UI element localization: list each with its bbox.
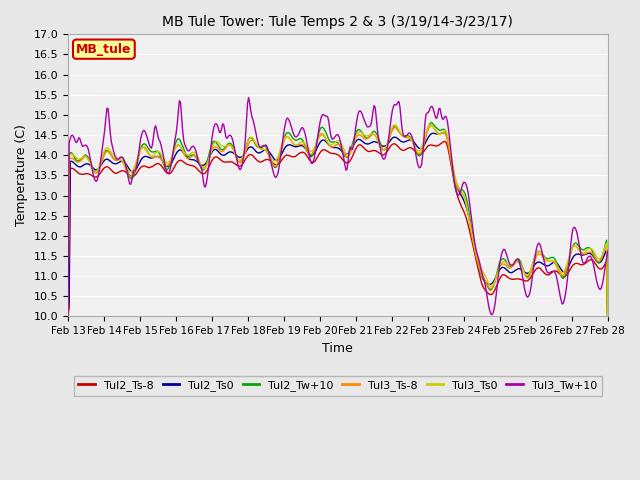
- Legend: Tul2_Ts-8, Tul2_Ts0, Tul2_Tw+10, Tul3_Ts-8, Tul3_Ts0, Tul3_Tw+10: Tul2_Ts-8, Tul2_Ts0, Tul2_Tw+10, Tul3_Ts…: [74, 376, 602, 396]
- Title: MB Tule Tower: Tule Temps 2 & 3 (3/19/14-3/23/17): MB Tule Tower: Tule Temps 2 & 3 (3/19/14…: [163, 15, 513, 29]
- Y-axis label: Temperature (C): Temperature (C): [15, 124, 28, 227]
- X-axis label: Time: Time: [323, 342, 353, 355]
- Text: MB_tule: MB_tule: [76, 43, 132, 56]
